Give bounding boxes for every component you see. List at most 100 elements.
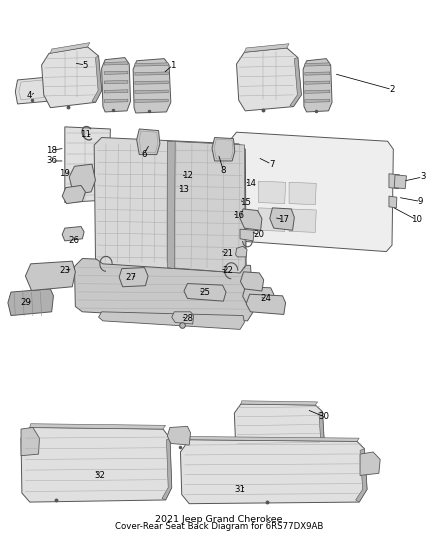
Text: 2021 Jeep Grand Cherokee: 2021 Jeep Grand Cherokee xyxy=(155,515,283,524)
Text: 23: 23 xyxy=(59,266,71,275)
Polygon shape xyxy=(62,185,85,204)
Polygon shape xyxy=(184,284,226,301)
Polygon shape xyxy=(167,141,175,269)
Polygon shape xyxy=(42,47,102,108)
Text: 21: 21 xyxy=(222,249,233,257)
Text: 11: 11 xyxy=(80,130,91,139)
Polygon shape xyxy=(135,63,168,66)
Text: 14: 14 xyxy=(245,180,256,188)
Polygon shape xyxy=(65,127,110,203)
Polygon shape xyxy=(243,287,274,305)
Polygon shape xyxy=(389,196,397,208)
Polygon shape xyxy=(258,181,286,204)
Polygon shape xyxy=(104,99,128,102)
Polygon shape xyxy=(21,427,172,502)
Polygon shape xyxy=(69,164,95,195)
Polygon shape xyxy=(135,72,168,75)
Text: 20: 20 xyxy=(254,230,265,239)
Polygon shape xyxy=(135,90,168,93)
Polygon shape xyxy=(315,411,324,449)
Text: 28: 28 xyxy=(182,314,193,323)
Text: 25: 25 xyxy=(199,288,211,296)
Polygon shape xyxy=(360,452,380,475)
Text: 7: 7 xyxy=(269,160,274,168)
Text: 26: 26 xyxy=(68,237,79,245)
Polygon shape xyxy=(137,129,160,155)
Polygon shape xyxy=(25,261,75,290)
Text: 30: 30 xyxy=(318,413,330,421)
Text: 13: 13 xyxy=(178,185,190,193)
Polygon shape xyxy=(167,426,191,445)
Polygon shape xyxy=(270,208,294,230)
Text: 10: 10 xyxy=(410,215,422,224)
Polygon shape xyxy=(240,209,262,230)
Polygon shape xyxy=(240,272,264,291)
Text: 32: 32 xyxy=(94,471,106,480)
Polygon shape xyxy=(99,312,244,329)
Polygon shape xyxy=(305,81,330,84)
Polygon shape xyxy=(135,81,168,84)
Polygon shape xyxy=(30,424,166,429)
Polygon shape xyxy=(289,182,316,205)
Polygon shape xyxy=(135,99,168,102)
Polygon shape xyxy=(168,141,245,273)
Polygon shape xyxy=(8,289,53,316)
Polygon shape xyxy=(162,438,172,500)
Text: 6: 6 xyxy=(141,150,146,159)
Polygon shape xyxy=(104,80,128,84)
Polygon shape xyxy=(94,138,246,273)
Text: 8: 8 xyxy=(221,166,226,175)
Polygon shape xyxy=(234,404,324,450)
Polygon shape xyxy=(240,229,254,241)
Polygon shape xyxy=(303,59,332,112)
Polygon shape xyxy=(119,268,148,287)
Text: 29: 29 xyxy=(21,298,32,307)
Text: 36: 36 xyxy=(46,157,57,165)
Polygon shape xyxy=(305,99,330,102)
Polygon shape xyxy=(212,138,235,161)
Text: 22: 22 xyxy=(222,266,233,275)
Polygon shape xyxy=(180,440,367,504)
Polygon shape xyxy=(102,58,131,112)
Polygon shape xyxy=(237,48,301,111)
Polygon shape xyxy=(104,62,128,65)
Text: 12: 12 xyxy=(182,172,193,180)
Polygon shape xyxy=(305,90,330,93)
Polygon shape xyxy=(236,246,247,257)
Polygon shape xyxy=(104,90,128,93)
Polygon shape xyxy=(74,259,253,321)
Text: 27: 27 xyxy=(125,273,136,281)
Polygon shape xyxy=(305,63,330,66)
Polygon shape xyxy=(394,175,406,189)
Polygon shape xyxy=(92,56,102,102)
Polygon shape xyxy=(133,59,171,113)
Text: 18: 18 xyxy=(46,146,57,155)
Polygon shape xyxy=(389,174,399,189)
Polygon shape xyxy=(15,77,49,104)
Text: 16: 16 xyxy=(233,212,244,220)
Text: 5: 5 xyxy=(83,61,88,69)
Text: 17: 17 xyxy=(278,215,290,224)
Polygon shape xyxy=(258,208,286,231)
Polygon shape xyxy=(246,294,286,314)
Polygon shape xyxy=(231,132,393,252)
Text: 15: 15 xyxy=(240,198,251,207)
Polygon shape xyxy=(21,427,39,456)
Polygon shape xyxy=(290,58,301,107)
Text: 31: 31 xyxy=(234,485,246,494)
Polygon shape xyxy=(244,44,289,52)
Polygon shape xyxy=(104,71,128,74)
Text: 3: 3 xyxy=(420,173,425,181)
Text: 24: 24 xyxy=(261,294,272,303)
Polygon shape xyxy=(50,43,90,53)
Polygon shape xyxy=(305,72,330,75)
Text: 1: 1 xyxy=(170,61,176,69)
Polygon shape xyxy=(241,401,318,405)
Text: 19: 19 xyxy=(60,169,70,177)
Text: 4: 4 xyxy=(27,92,32,100)
Polygon shape xyxy=(172,312,194,324)
Text: 2: 2 xyxy=(389,85,395,94)
Text: 9: 9 xyxy=(418,197,423,206)
Text: Cover-Rear Seat Back Diagram for 6RS77DX9AB: Cover-Rear Seat Back Diagram for 6RS77DX… xyxy=(115,522,323,531)
Polygon shape xyxy=(62,227,84,241)
